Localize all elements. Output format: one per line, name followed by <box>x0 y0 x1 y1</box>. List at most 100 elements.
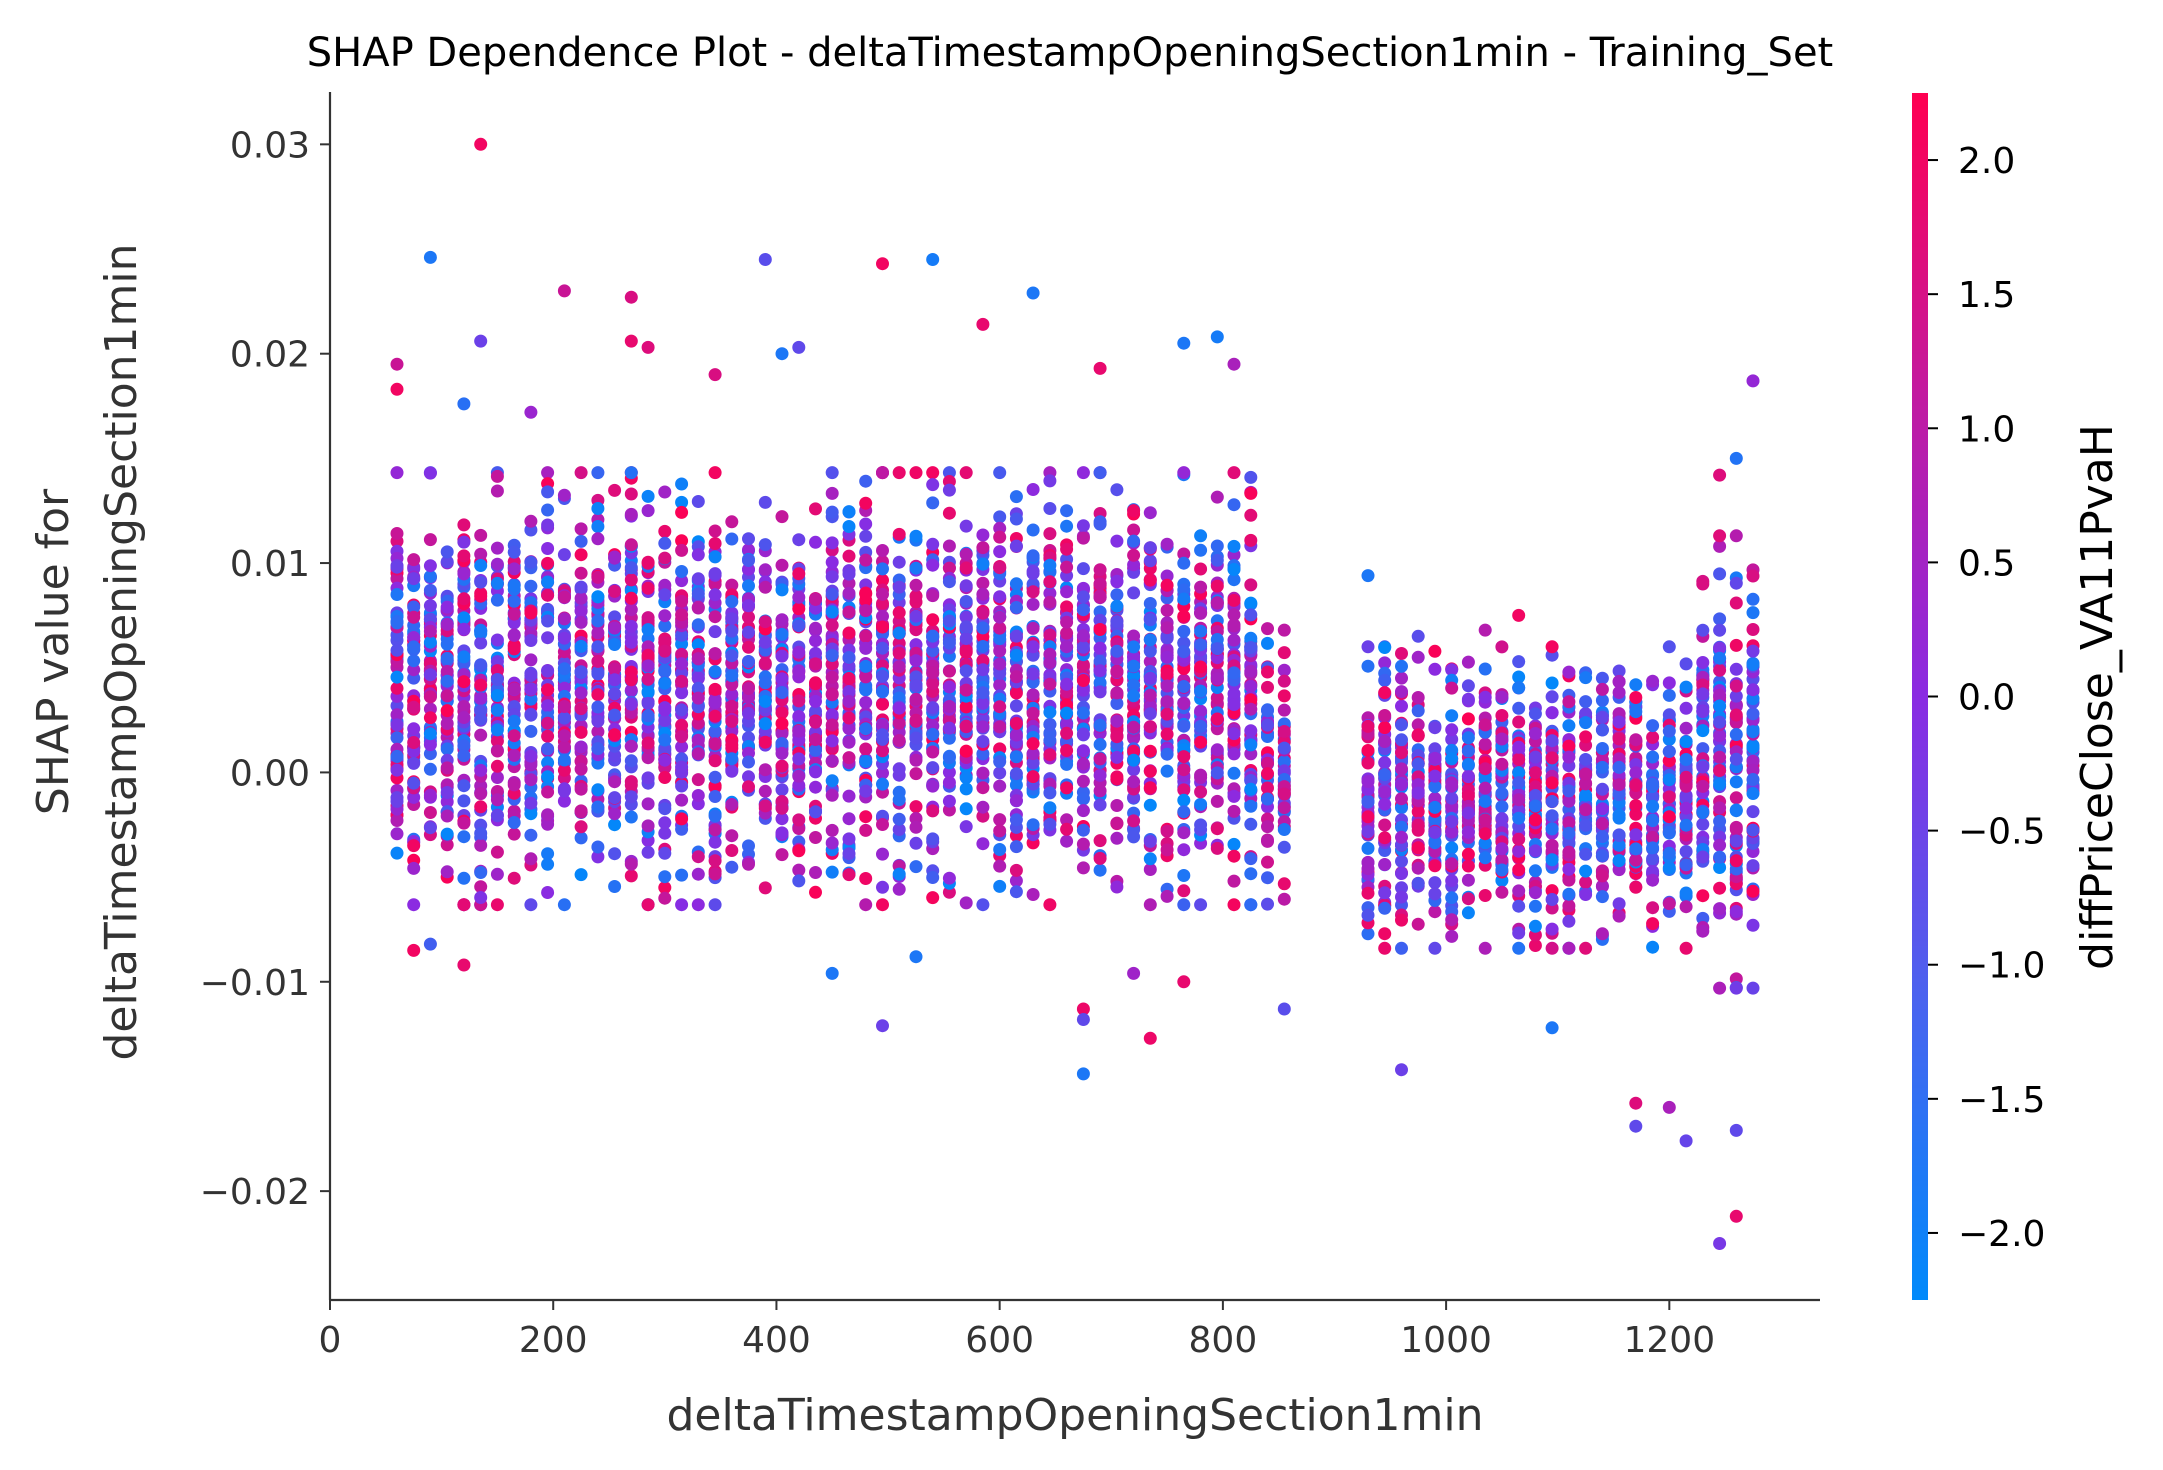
scatter-point <box>1729 834 1743 848</box>
scatter-point <box>1679 701 1693 715</box>
scatter-point <box>658 676 672 690</box>
scatter-point <box>1227 804 1241 818</box>
scatter-point <box>742 707 755 720</box>
scatter-point <box>708 737 722 751</box>
scatter-point <box>1227 898 1241 912</box>
scatter-point <box>541 699 555 713</box>
scatter-point <box>1261 730 1274 743</box>
scatter-point <box>1009 813 1023 827</box>
scatter-point <box>490 576 504 590</box>
scatter-point <box>942 731 956 745</box>
scatter-point <box>976 696 990 710</box>
scatter-point <box>1127 523 1141 537</box>
scatter-point <box>574 466 588 480</box>
scatter-point <box>440 809 454 823</box>
scatter-point <box>976 800 990 814</box>
scatter-point <box>474 826 488 840</box>
scatter-point <box>1194 638 1208 652</box>
scatter-point <box>775 848 789 862</box>
scatter-point <box>658 635 672 649</box>
scatter-point <box>842 812 856 826</box>
scatter-point <box>1244 799 1258 813</box>
scatter-point <box>1545 809 1559 823</box>
scatter-point <box>825 836 839 850</box>
scatter-point <box>524 796 538 810</box>
scatter-point <box>993 779 1007 793</box>
scatter-point <box>976 766 990 780</box>
scatter-point <box>1009 686 1023 700</box>
scatter-point <box>809 694 822 708</box>
scatter-point <box>608 847 622 861</box>
scatter-point <box>942 466 956 480</box>
scatter-point <box>1713 623 1727 637</box>
scatter-point <box>876 609 889 623</box>
scatter-point <box>993 824 1007 838</box>
scatter-point <box>390 731 404 745</box>
scatter-point <box>842 520 856 533</box>
scatter-point <box>658 619 672 633</box>
scatter-point <box>959 802 973 816</box>
scatter-point <box>959 561 973 575</box>
scatter-point <box>541 556 555 570</box>
scatter-point <box>1127 534 1141 548</box>
scatter-point <box>675 793 689 807</box>
scatter-point <box>1110 588 1124 602</box>
scatter-point <box>1445 752 1459 766</box>
scatter-point <box>1729 775 1743 789</box>
scatter-point <box>1662 754 1676 768</box>
scatter-point <box>825 649 839 662</box>
scatter-point <box>490 845 504 859</box>
scatter-point <box>675 495 689 509</box>
scatter-point <box>1512 715 1526 729</box>
scatter-point <box>1646 778 1660 792</box>
scatter-point-outlier <box>792 340 806 354</box>
scatter-point <box>1495 863 1509 877</box>
scatter-point <box>1461 825 1475 839</box>
colorbar-tick-label: 2.0 <box>1958 141 2015 182</box>
scatter-point <box>775 706 789 720</box>
scatter-point <box>1244 898 1258 912</box>
scatter-point <box>1562 887 1576 901</box>
scatter-point <box>1194 684 1208 698</box>
scatter-point <box>876 669 889 683</box>
scatter-point <box>725 798 739 811</box>
scatter-point <box>390 794 404 808</box>
scatter-point <box>457 611 471 625</box>
scatter-point <box>725 687 739 701</box>
scatter-point <box>976 606 990 620</box>
chart-title: SHAP Dependence Plot - deltaTimestampOpe… <box>307 30 1834 76</box>
scatter-point <box>1646 830 1660 844</box>
scatter-point <box>708 898 722 912</box>
y-axis-label-group-2: deltaTimestampOpeningSection1min <box>96 243 147 1060</box>
scatter-point <box>993 678 1007 692</box>
scatter-point <box>390 699 404 713</box>
scatter-point <box>407 756 421 770</box>
scatter-point <box>1411 729 1425 743</box>
scatter-point <box>641 898 655 912</box>
scatter-point <box>1512 681 1526 695</box>
scatter-point <box>1411 650 1425 664</box>
y-ticks: 0.030.020.010.00−0.01−0.02 <box>200 125 330 1213</box>
scatter-point <box>1277 892 1291 906</box>
scatter-point <box>1612 686 1626 699</box>
scatter-point <box>624 673 638 687</box>
scatter-point <box>1713 529 1727 543</box>
scatter-point <box>1076 590 1090 604</box>
scatter-point <box>1679 721 1693 735</box>
scatter-point <box>742 599 755 613</box>
scatter-point <box>691 898 705 912</box>
scatter-point <box>993 879 1007 893</box>
scatter-point <box>1528 813 1542 827</box>
scatter-point <box>423 747 437 761</box>
scatter-point <box>708 823 722 837</box>
scatter-point <box>440 742 454 756</box>
scatter-point <box>574 580 588 594</box>
scatter-point <box>792 844 806 858</box>
scatter-point-outlier <box>557 284 571 298</box>
scatter-point <box>1729 803 1743 817</box>
scatter-point <box>407 898 421 912</box>
scatter-point <box>1093 517 1107 531</box>
scatter-point <box>708 567 722 581</box>
scatter-point <box>892 762 906 776</box>
scatter-point <box>1060 834 1074 848</box>
